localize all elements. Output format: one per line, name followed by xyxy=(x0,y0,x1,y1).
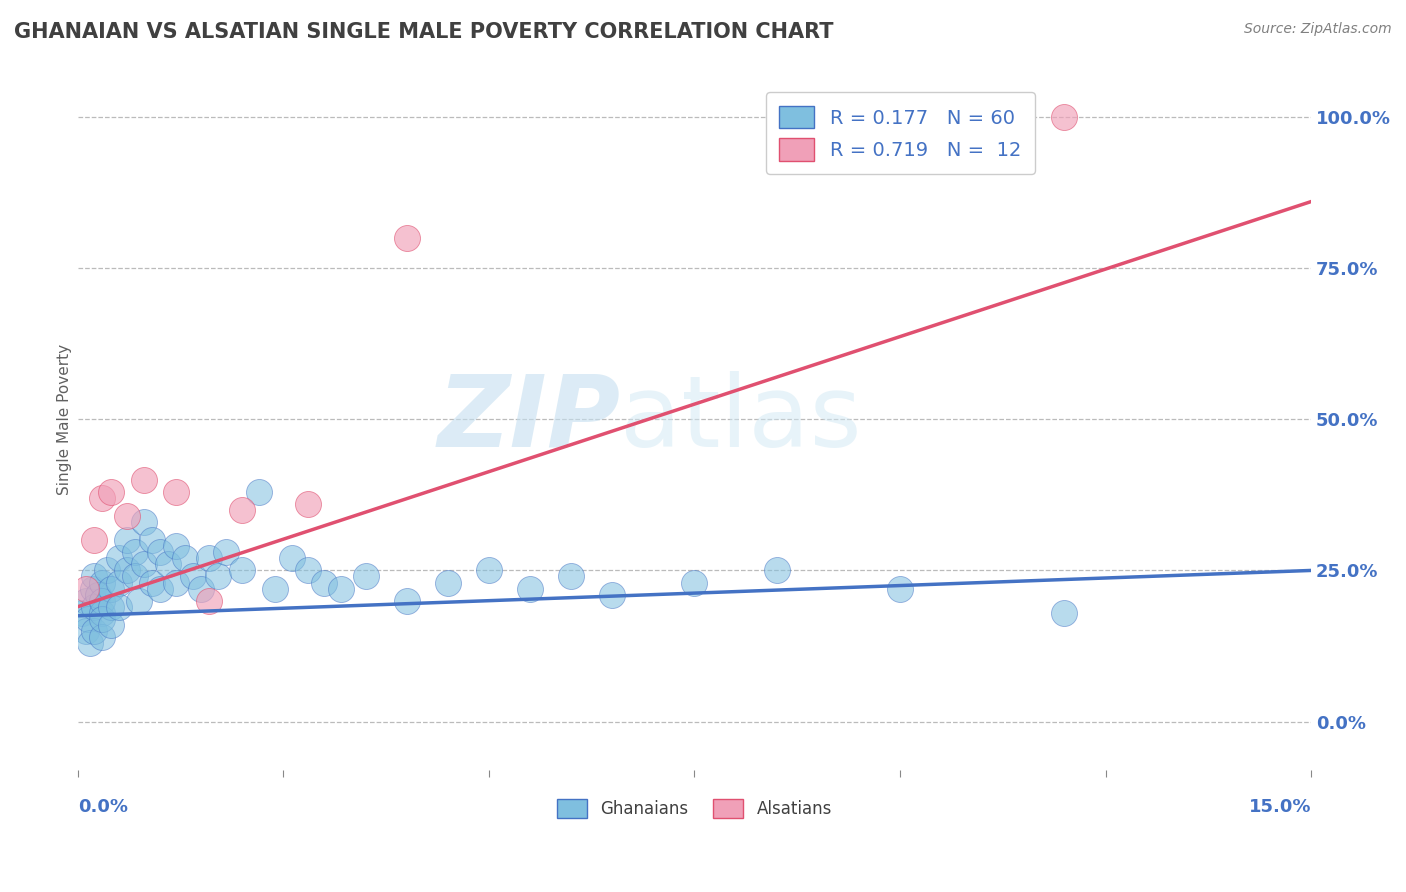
Point xyxy=(100,618,122,632)
Point xyxy=(100,484,122,499)
Point xyxy=(141,533,163,548)
Point xyxy=(100,582,122,596)
Point xyxy=(141,575,163,590)
Point xyxy=(75,593,97,607)
Point xyxy=(683,575,706,590)
Point xyxy=(297,564,319,578)
Point xyxy=(132,558,155,572)
Point xyxy=(83,533,105,548)
Point xyxy=(280,551,302,566)
Point xyxy=(100,599,122,614)
Point xyxy=(889,582,911,596)
Point xyxy=(149,582,172,596)
Point xyxy=(395,593,418,607)
Point xyxy=(91,575,114,590)
Point xyxy=(395,231,418,245)
Text: GHANAIAN VS ALSATIAN SINGLE MALE POVERTY CORRELATION CHART: GHANAIAN VS ALSATIAN SINGLE MALE POVERTY… xyxy=(14,22,834,42)
Point xyxy=(79,636,101,650)
Point xyxy=(165,484,187,499)
Point xyxy=(173,551,195,566)
Legend: Ghanaians, Alsatians: Ghanaians, Alsatians xyxy=(550,792,839,825)
Point xyxy=(128,593,150,607)
Point xyxy=(354,569,377,583)
Point xyxy=(478,564,501,578)
Point xyxy=(765,564,787,578)
Point xyxy=(83,599,105,614)
Point xyxy=(76,612,98,626)
Point xyxy=(132,515,155,529)
Point xyxy=(132,473,155,487)
Point xyxy=(165,539,187,553)
Point xyxy=(297,497,319,511)
Point xyxy=(231,503,253,517)
Point xyxy=(157,558,180,572)
Point xyxy=(115,564,138,578)
Point xyxy=(1053,606,1076,620)
Point xyxy=(215,545,238,559)
Point xyxy=(149,545,172,559)
Point xyxy=(181,569,204,583)
Y-axis label: Single Male Poverty: Single Male Poverty xyxy=(58,343,72,495)
Point xyxy=(96,564,118,578)
Point xyxy=(1053,110,1076,124)
Point xyxy=(83,569,105,583)
Point xyxy=(124,569,146,583)
Point xyxy=(91,630,114,644)
Point xyxy=(83,624,105,638)
Point xyxy=(108,599,131,614)
Point xyxy=(91,606,114,620)
Point xyxy=(108,551,131,566)
Point xyxy=(115,508,138,523)
Point xyxy=(600,588,623,602)
Point xyxy=(108,575,131,590)
Text: 0.0%: 0.0% xyxy=(77,798,128,816)
Text: atlas: atlas xyxy=(620,371,862,467)
Point xyxy=(207,569,229,583)
Point xyxy=(436,575,458,590)
Point xyxy=(190,582,212,596)
Point xyxy=(115,533,138,548)
Point xyxy=(198,593,221,607)
Point xyxy=(198,551,221,566)
Text: 15.0%: 15.0% xyxy=(1249,798,1312,816)
Point xyxy=(560,569,582,583)
Point xyxy=(247,484,270,499)
Point xyxy=(329,582,352,596)
Point xyxy=(91,491,114,505)
Point xyxy=(87,588,110,602)
Point xyxy=(314,575,336,590)
Point xyxy=(82,582,104,596)
Point xyxy=(91,593,114,607)
Point xyxy=(264,582,287,596)
Text: ZIP: ZIP xyxy=(437,371,620,467)
Point xyxy=(75,624,97,638)
Point xyxy=(91,612,114,626)
Point xyxy=(124,545,146,559)
Point xyxy=(70,606,93,620)
Text: Source: ZipAtlas.com: Source: ZipAtlas.com xyxy=(1244,22,1392,37)
Point xyxy=(75,582,97,596)
Point xyxy=(165,575,187,590)
Point xyxy=(231,564,253,578)
Point xyxy=(519,582,541,596)
